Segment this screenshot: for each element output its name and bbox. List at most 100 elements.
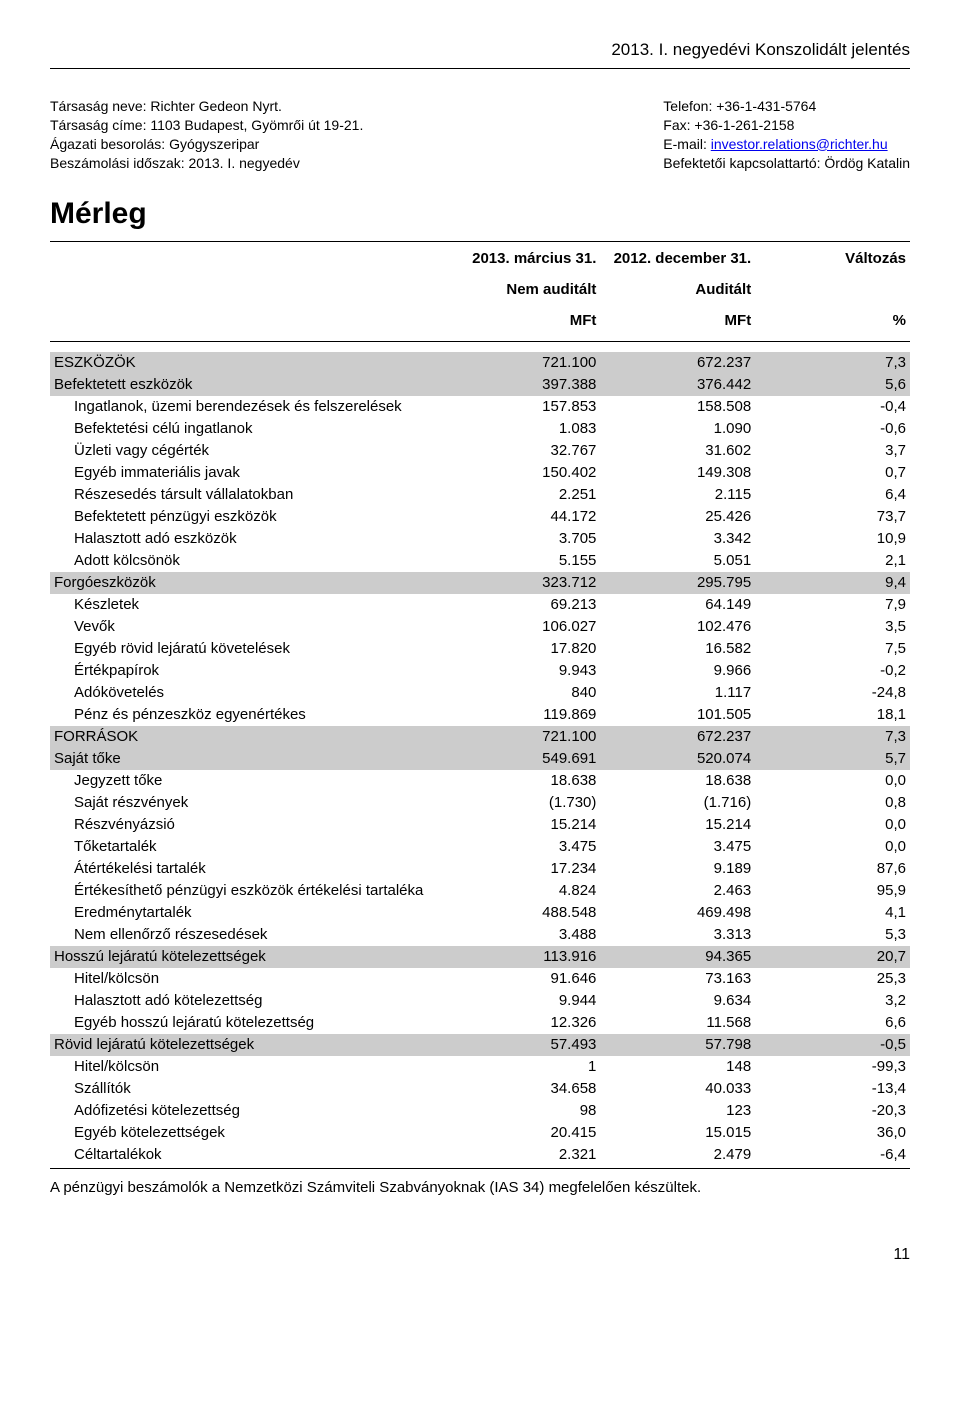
row-value-change: 25,3 bbox=[755, 968, 910, 990]
row-value-current: 32.767 bbox=[446, 440, 601, 462]
col1-date: 2013. március 31. bbox=[446, 242, 601, 273]
table-row: Ingatlanok, üzemi berendezések és felsze… bbox=[50, 396, 910, 418]
company-phone: Telefon: +36-1-431-5764 bbox=[663, 97, 910, 116]
row-value-current: 17.234 bbox=[446, 858, 601, 880]
row-value-current: 18.638 bbox=[446, 770, 601, 792]
table-row: Céltartalékok2.3212.479-6,4 bbox=[50, 1144, 910, 1166]
row-label: Pénz és pénzeszköz egyenértékes bbox=[50, 704, 446, 726]
row-value-prior: (1.716) bbox=[600, 792, 755, 814]
row-value-change: 6,4 bbox=[755, 484, 910, 506]
company-email-line: E-mail: investor.relations@richter.hu bbox=[663, 135, 910, 154]
row-value-prior: 672.237 bbox=[600, 352, 755, 374]
row-value-change: 3,2 bbox=[755, 990, 910, 1012]
row-value-prior: 149.308 bbox=[600, 462, 755, 484]
row-value-change: 9,4 bbox=[755, 572, 910, 594]
table-row: Rövid lejáratú kötelezettségek57.49357.7… bbox=[50, 1034, 910, 1056]
row-label: Halasztott adó eszközök bbox=[50, 528, 446, 550]
table-row: Nem ellenőrző részesedések3.4883.3135,3 bbox=[50, 924, 910, 946]
col3-unit: % bbox=[755, 304, 910, 335]
row-label: Üzleti vagy cégérték bbox=[50, 440, 446, 462]
row-value-prior: 520.074 bbox=[600, 748, 755, 770]
row-value-current: 549.691 bbox=[446, 748, 601, 770]
row-value-change: 4,1 bbox=[755, 902, 910, 924]
row-value-prior: 2.479 bbox=[600, 1144, 755, 1166]
row-value-prior: 3.313 bbox=[600, 924, 755, 946]
col1-unit: MFt bbox=[446, 304, 601, 335]
row-value-current: 840 bbox=[446, 682, 601, 704]
table-row: Részvényázsió15.21415.2140,0 bbox=[50, 814, 910, 836]
row-label: Rövid lejáratú kötelezettségek bbox=[50, 1034, 446, 1056]
row-value-current: 34.658 bbox=[446, 1078, 601, 1100]
table-row: Saját részvények(1.730)(1.716)0,8 bbox=[50, 792, 910, 814]
company-fax: Fax: +36-1-261-2158 bbox=[663, 116, 910, 135]
row-value-current: 323.712 bbox=[446, 572, 601, 594]
row-value-current: 9.944 bbox=[446, 990, 601, 1012]
table-row: Készletek69.21364.1497,9 bbox=[50, 594, 910, 616]
row-value-change: 73,7 bbox=[755, 506, 910, 528]
table-row: Eredménytartalék488.548469.4984,1 bbox=[50, 902, 910, 924]
row-value-prior: 9.189 bbox=[600, 858, 755, 880]
row-value-change: 3,7 bbox=[755, 440, 910, 462]
row-label: Befektetett pénzügyi eszközök bbox=[50, 506, 446, 528]
row-value-change: 36,0 bbox=[755, 1122, 910, 1144]
row-value-change: 7,3 bbox=[755, 726, 910, 748]
row-value-current: 2.321 bbox=[446, 1144, 601, 1166]
company-block: Társaság neve: Richter Gedeon Nyrt. Társ… bbox=[50, 97, 910, 173]
row-value-prior: 64.149 bbox=[600, 594, 755, 616]
row-value-change: -0,6 bbox=[755, 418, 910, 440]
row-value-prior: 9.634 bbox=[600, 990, 755, 1012]
company-name: Társaság neve: Richter Gedeon Nyrt. bbox=[50, 97, 363, 116]
row-value-change: 7,5 bbox=[755, 638, 910, 660]
table-row: Egyéb rövid lejáratú követelések17.82016… bbox=[50, 638, 910, 660]
table-row: Üzleti vagy cégérték32.76731.6023,7 bbox=[50, 440, 910, 462]
row-value-change: 5,6 bbox=[755, 374, 910, 396]
row-label: Saját részvények bbox=[50, 792, 446, 814]
row-label: Befektetési célú ingatlanok bbox=[50, 418, 446, 440]
page-title: Mérleg bbox=[50, 197, 910, 231]
row-label: Értékpapírok bbox=[50, 660, 446, 682]
table-row: Tőketartalék3.4753.4750,0 bbox=[50, 836, 910, 858]
row-value-prior: 1.117 bbox=[600, 682, 755, 704]
row-label: Szállítók bbox=[50, 1078, 446, 1100]
row-value-change: 6,6 bbox=[755, 1012, 910, 1034]
table-body: ESZKÖZÖK721.100672.2377,3Befektetett esz… bbox=[50, 335, 910, 1166]
row-value-change: 3,5 bbox=[755, 616, 910, 638]
row-value-change: -99,3 bbox=[755, 1056, 910, 1078]
page-header: 2013. I. negyedévi Konszolidált jelentés bbox=[50, 40, 910, 60]
row-value-current: 157.853 bbox=[446, 396, 601, 418]
row-label: Átértékelési tartalék bbox=[50, 858, 446, 880]
col2-date: 2012. december 31. bbox=[600, 242, 755, 273]
table-row: Egyéb kötelezettségek20.41515.01536,0 bbox=[50, 1122, 910, 1144]
row-value-current: 12.326 bbox=[446, 1012, 601, 1034]
table-row: Adófizetési kötelezettség98123-20,3 bbox=[50, 1100, 910, 1122]
row-value-prior: 3.342 bbox=[600, 528, 755, 550]
table-row: Befektetett pénzügyi eszközök44.17225.42… bbox=[50, 506, 910, 528]
row-label: Tőketartalék bbox=[50, 836, 446, 858]
row-value-current: 2.251 bbox=[446, 484, 601, 506]
row-value-prior: 469.498 bbox=[600, 902, 755, 924]
row-value-change: -20,3 bbox=[755, 1100, 910, 1122]
row-value-current: 1.083 bbox=[446, 418, 601, 440]
company-email-link[interactable]: investor.relations@richter.hu bbox=[711, 136, 888, 152]
row-value-current: 20.415 bbox=[446, 1122, 601, 1144]
row-value-current: 4.824 bbox=[446, 880, 601, 902]
table-row: Átértékelési tartalék17.2349.18987,6 bbox=[50, 858, 910, 880]
row-value-prior: 11.568 bbox=[600, 1012, 755, 1034]
row-value-current: 721.100 bbox=[446, 352, 601, 374]
table-row: Jegyzett tőke18.63818.6380,0 bbox=[50, 770, 910, 792]
table-row: Adókövetelés8401.117-24,8 bbox=[50, 682, 910, 704]
row-value-change: -6,4 bbox=[755, 1144, 910, 1166]
table-row: Befektetési célú ingatlanok1.0831.090-0,… bbox=[50, 418, 910, 440]
row-value-change: 5,3 bbox=[755, 924, 910, 946]
row-value-change: 0,8 bbox=[755, 792, 910, 814]
company-contact: Befektetői kapcsolattartó: Ördög Katalin bbox=[663, 154, 910, 173]
row-label: Ingatlanok, üzemi berendezések és felsze… bbox=[50, 396, 446, 418]
row-value-change: -24,8 bbox=[755, 682, 910, 704]
row-value-current: 3.488 bbox=[446, 924, 601, 946]
row-value-prior: 94.365 bbox=[600, 946, 755, 968]
row-value-current: 3.705 bbox=[446, 528, 601, 550]
row-value-change: -0,2 bbox=[755, 660, 910, 682]
row-label: Hitel/kölcsön bbox=[50, 968, 446, 990]
table-row: Pénz és pénzeszköz egyenértékes119.86910… bbox=[50, 704, 910, 726]
row-label: Egyéb immateriális javak bbox=[50, 462, 446, 484]
